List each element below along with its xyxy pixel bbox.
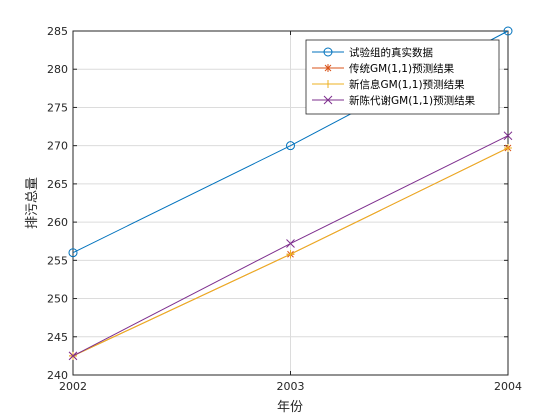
y-tick-label: 265 <box>47 178 68 191</box>
y-tick-label: 245 <box>47 331 68 344</box>
legend: 试验组的真实数据传统GM(1,1)预测结果新信息GM(1,1)预测结果新陈代谢G… <box>305 39 500 115</box>
x-tick-label: 2003 <box>277 380 305 393</box>
y-tick-label: 275 <box>47 101 68 114</box>
axes <box>72 30 509 376</box>
y-tick-label: 250 <box>47 293 68 306</box>
x-tick-label: 2002 <box>59 380 87 393</box>
marker-circle <box>323 47 333 57</box>
legend-label: 试验组的真实数据 <box>349 46 433 59</box>
y-tick-label: 260 <box>47 216 68 229</box>
series-layer <box>68 26 513 361</box>
legend-label: 新信息GM(1,1)预测结果 <box>349 78 465 91</box>
legend-item: 传统GM(1,1)预测结果 <box>312 62 455 75</box>
y-tick-label: 255 <box>47 254 68 267</box>
x-axis-title: 年份 <box>277 400 303 415</box>
y-tick-label: 240 <box>47 369 68 382</box>
y-tick-label: 280 <box>47 63 68 76</box>
marker-plus <box>286 250 295 259</box>
marker-circle <box>68 248 78 258</box>
tick-labels: 2002 2003 2004 240 245 250 255 260 265 270 275 280 2… <box>47 25 522 393</box>
legend-item: 试验组的真实数据 <box>312 46 433 59</box>
y-tick-label: 270 <box>47 140 68 153</box>
x-tick-label: 2004 <box>494 380 522 393</box>
series-3 <box>69 143 512 360</box>
series-4 <box>68 131 513 361</box>
marker-x <box>323 95 333 105</box>
legend-label: 新陈代谢GM(1,1)预测结果 <box>349 94 476 107</box>
marker-x <box>68 351 78 361</box>
marker-plus <box>324 80 332 88</box>
y-axis-title: 排污总量 <box>25 177 40 229</box>
marker-plus <box>504 143 512 152</box>
legend-item: 新陈代谢GM(1,1)预测结果 <box>312 94 476 107</box>
legend-label: 传统GM(1,1)预测结果 <box>349 62 455 75</box>
marker-x <box>286 239 295 248</box>
marker-circle <box>286 141 295 151</box>
marker-x <box>503 131 513 141</box>
marker-asterisk <box>324 64 332 72</box>
y-tick-label: 285 <box>47 25 68 38</box>
marker-circle <box>503 26 513 36</box>
legend-item: 新信息GM(1,1)预测结果 <box>312 78 465 91</box>
